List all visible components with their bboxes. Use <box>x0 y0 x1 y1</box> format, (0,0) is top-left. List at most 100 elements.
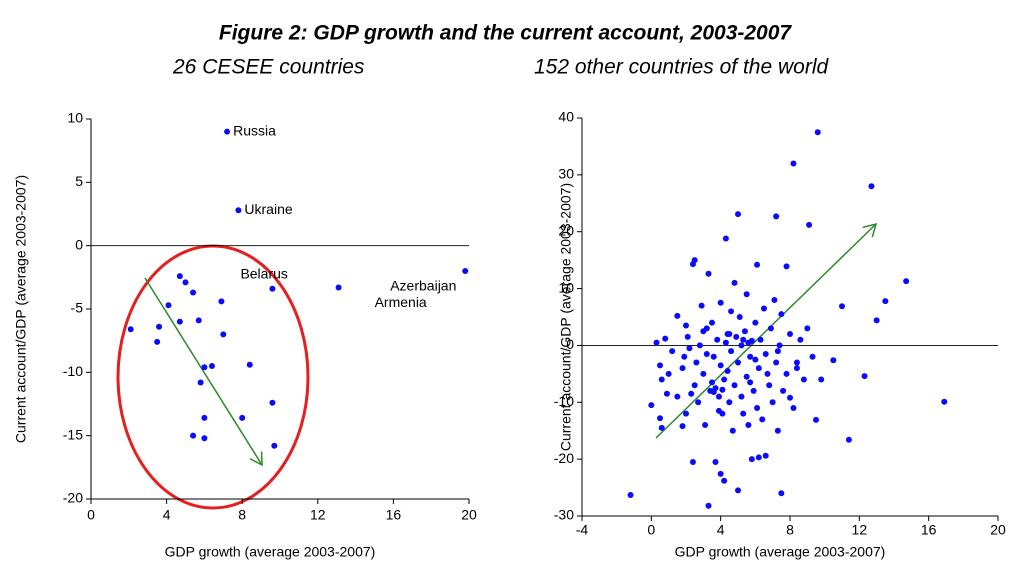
point <box>780 387 787 394</box>
point <box>679 423 686 430</box>
point <box>462 268 469 274</box>
point <box>705 270 712 277</box>
point <box>767 325 774 332</box>
y-tick-label: -10 <box>554 393 574 409</box>
point <box>745 422 752 429</box>
y-tick-label: 40 <box>558 109 574 125</box>
point-label: Ukraine <box>244 201 292 217</box>
point <box>689 458 696 465</box>
point-label: Azerbaijan <box>390 278 456 294</box>
y-tick-label: 20 <box>558 222 574 238</box>
point <box>218 298 225 305</box>
point <box>752 356 759 363</box>
point-label: Armenia <box>375 294 427 310</box>
point <box>755 365 762 372</box>
point <box>736 314 743 320</box>
point <box>683 322 689 329</box>
point <box>790 160 797 167</box>
point <box>195 317 202 324</box>
point <box>696 342 703 349</box>
point <box>658 376 665 383</box>
point <box>698 302 705 309</box>
point <box>735 211 741 218</box>
point <box>743 291 750 298</box>
point <box>804 325 811 332</box>
point <box>726 399 733 406</box>
point <box>715 407 722 414</box>
point <box>201 414 208 421</box>
point <box>712 458 719 465</box>
point <box>738 342 745 349</box>
point <box>755 454 762 461</box>
point <box>793 365 800 372</box>
x-tick-label: 0 <box>647 522 655 538</box>
point <box>669 348 676 355</box>
highlight-ellipse <box>116 244 310 510</box>
point <box>714 336 721 343</box>
x-tick-label: 4 <box>717 522 725 538</box>
point <box>190 289 197 296</box>
point <box>703 325 710 332</box>
point <box>201 435 208 442</box>
point <box>747 379 754 386</box>
point <box>757 336 764 343</box>
point <box>761 305 767 312</box>
point <box>873 317 880 324</box>
point <box>830 357 837 364</box>
point <box>715 393 722 400</box>
x-tick-label: 20 <box>461 507 477 523</box>
point <box>658 424 665 431</box>
point <box>724 368 731 375</box>
point <box>657 415 663 422</box>
point <box>773 213 780 220</box>
point <box>769 399 776 406</box>
point <box>182 279 189 286</box>
point <box>778 311 785 318</box>
point <box>806 221 813 228</box>
point <box>688 390 695 397</box>
point <box>774 348 781 355</box>
x-tick-label: 4 <box>163 507 171 523</box>
point <box>176 273 183 280</box>
x-tick-label: 16 <box>386 507 402 523</box>
y-tick-label: 30 <box>558 166 574 182</box>
point <box>239 414 246 421</box>
point <box>710 353 717 360</box>
x-tick-label: 12 <box>310 507 326 523</box>
point <box>691 257 698 264</box>
point <box>771 296 778 303</box>
point <box>269 399 276 406</box>
point <box>176 318 183 325</box>
point <box>719 386 726 393</box>
point <box>741 328 748 335</box>
y-tick-label: 5 <box>75 173 83 189</box>
point <box>127 326 134 333</box>
point <box>861 373 868 380</box>
x-tick-label: 8 <box>786 522 794 538</box>
point <box>740 336 747 343</box>
point <box>809 353 816 360</box>
point <box>201 364 208 371</box>
point <box>663 390 670 397</box>
point <box>733 333 740 340</box>
point <box>693 359 700 366</box>
point <box>868 183 875 190</box>
y-tick-label: 10 <box>558 279 574 295</box>
point <box>683 410 689 417</box>
point <box>773 359 780 366</box>
point <box>235 207 242 214</box>
point <box>674 393 681 400</box>
point <box>717 299 724 306</box>
point <box>721 376 728 383</box>
point <box>702 422 709 429</box>
point <box>269 285 276 292</box>
point <box>752 319 759 326</box>
point <box>903 278 910 285</box>
point <box>740 410 747 417</box>
figure-title: Figure 2: GDP growth and the current acc… <box>219 22 793 45</box>
trend-arrow <box>144 277 262 465</box>
point <box>684 333 691 340</box>
point <box>648 402 655 409</box>
point <box>813 416 819 423</box>
point <box>197 379 204 386</box>
